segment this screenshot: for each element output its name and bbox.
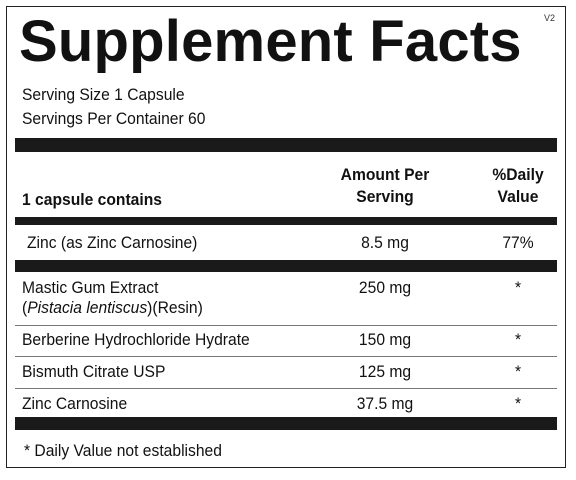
ingredient-daily-value: 77% bbox=[502, 233, 534, 252]
row-divider bbox=[15, 388, 557, 389]
row-divider bbox=[15, 356, 557, 357]
serving-size: Serving Size 1 Capsule bbox=[22, 85, 185, 104]
footnote: * Daily Value not established bbox=[24, 441, 222, 460]
row-divider bbox=[15, 325, 557, 326]
ingredient-name: Mastic Gum Extract bbox=[22, 278, 159, 297]
ingredient-amount: 150 mg bbox=[358, 330, 412, 349]
header-amount-line2: Serving bbox=[356, 187, 414, 206]
header-amount: Amount Per Serving bbox=[341, 164, 430, 208]
ingredient-daily-value: * bbox=[514, 278, 522, 297]
header-amount-line1: Amount Per bbox=[340, 165, 430, 184]
header-dv-line1: %Daily bbox=[492, 165, 544, 184]
supplement-facts-panel: V2 Supplement Facts Serving Size 1 Capsu… bbox=[6, 6, 566, 468]
ingredient-amount: 250 mg bbox=[358, 278, 412, 297]
ingredient-amount: 37.5 mg bbox=[356, 394, 414, 413]
thick-divider-header bbox=[15, 217, 557, 225]
ingredient-botanical-name: (Pistacia lentiscus)(Resin) bbox=[22, 298, 203, 317]
thick-divider-middle bbox=[15, 260, 557, 272]
ingredient-daily-value: * bbox=[514, 362, 522, 381]
thick-divider-bottom bbox=[15, 417, 557, 430]
ingredient-daily-value: * bbox=[514, 394, 522, 413]
ingredient-amount: 125 mg bbox=[358, 362, 412, 381]
header-contains: 1 capsule contains bbox=[22, 190, 162, 209]
version-label: V2 bbox=[543, 13, 555, 23]
servings-per-container: Servings Per Container 60 bbox=[22, 109, 206, 128]
thick-divider-top bbox=[15, 138, 557, 152]
ingredient-amount: 8.5 mg bbox=[361, 233, 409, 252]
panel-title: Supplement Facts bbox=[19, 9, 522, 74]
ingredient-name: Zinc Carnosine bbox=[22, 394, 128, 413]
latin-name: Pistacia lentiscus bbox=[27, 298, 148, 317]
ingredient-name: Berberine Hydrochloride Hydrate bbox=[22, 330, 250, 349]
ingredient-name: Zinc (as Zinc Carnosine) bbox=[27, 233, 198, 252]
ingredient-daily-value: * bbox=[514, 330, 522, 349]
ingredient-name: Bismuth Citrate USP bbox=[22, 362, 166, 381]
header-daily-value: %Daily Value bbox=[492, 164, 543, 208]
header-dv-line2: Value bbox=[497, 187, 539, 206]
